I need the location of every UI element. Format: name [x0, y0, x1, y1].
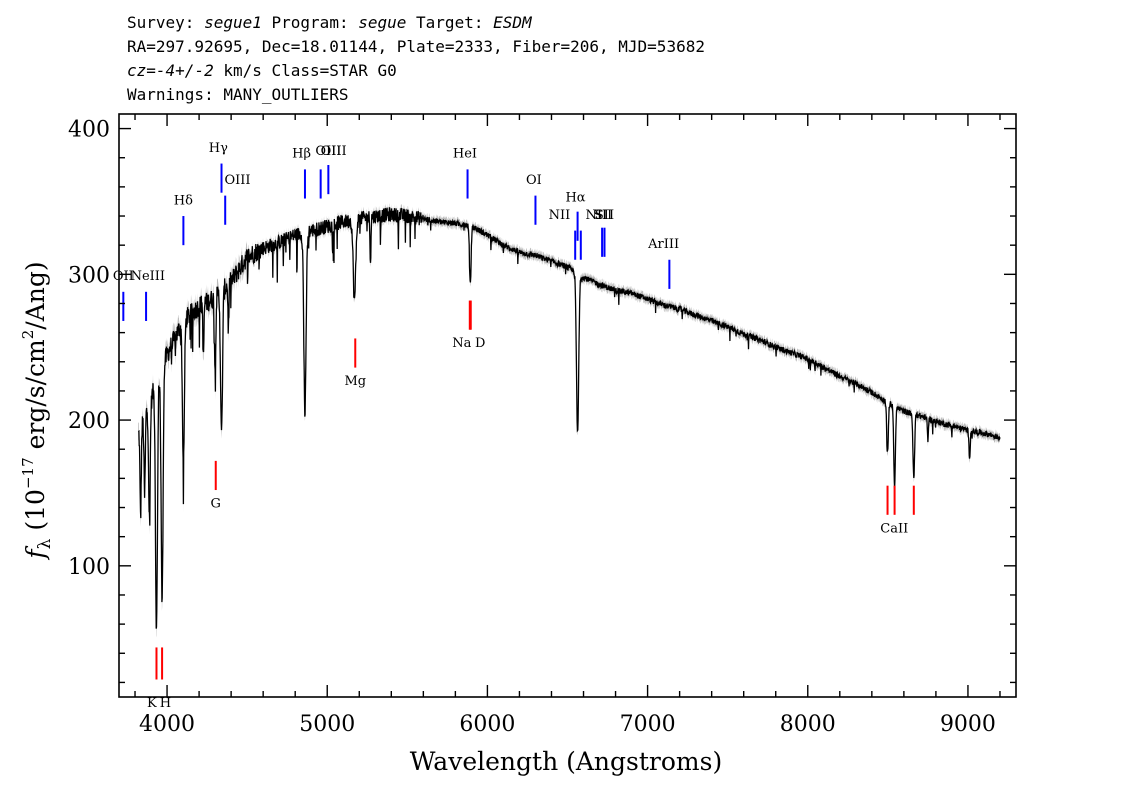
y-axis-title-exp1: −17 [19, 457, 37, 489]
absorption-line-label: H [160, 696, 171, 711]
absorption-line-label: CaII [880, 521, 908, 536]
y-axis-title-f: f [21, 546, 50, 561]
spectrum-line [137, 206, 1001, 629]
y-tick-label: 400 [68, 118, 110, 143]
absorption-line-label: Na [452, 336, 471, 351]
y-axis-title-close: /Ang) [21, 261, 50, 329]
header-line-coordinates: RA=297.92695, Dec=18.01144, Plate=2333, … [127, 37, 705, 56]
y-axis-title-exp2: 2 [19, 330, 37, 340]
emission-line-label: HeI [453, 147, 477, 162]
x-tick-label: 6000 [459, 712, 515, 737]
program-value: segue [358, 13, 407, 32]
y-axis-title-mid: erg/s/cm [21, 339, 50, 457]
target-value: ESDM [493, 13, 532, 32]
survey-value: segue1 [204, 13, 262, 32]
emission-line-label: SII [593, 208, 612, 223]
x-tick-label: 8000 [780, 712, 836, 737]
absorption-line-label: D [475, 336, 485, 351]
emission-line-label: Hα [565, 190, 585, 205]
y-axis-title-open: (10 [21, 489, 50, 539]
emission-line-label: ArIII [647, 237, 679, 252]
y-axis-title: fλ (10−17 erg/s/cm2/Ang) [19, 261, 55, 560]
cz-class: km/s Class=STAR G0 [213, 61, 397, 80]
absorption-line-label: G [211, 497, 221, 512]
emission-line-label: OIII [321, 144, 347, 159]
header-line-warnings: Warnings: MANY_OUTLIERS [127, 85, 349, 104]
emission-line-label: OII [113, 269, 134, 284]
emission-line-label: OI [526, 173, 542, 188]
spectrum-layer [137, 206, 1001, 629]
emission-line-label: Hγ [209, 141, 228, 156]
x-tick-label: 4000 [139, 712, 195, 737]
axes-layer: 4000 5000 6000 7000 8000 9000 100 200 300 400 [68, 113, 1017, 737]
survey-label: Survey: [127, 13, 195, 32]
emission-line-label: NII [586, 208, 608, 223]
target-label: Target: [416, 13, 484, 32]
header-line-redshift: cz=-4+/-2 km/s Class=STAR G0 [127, 62, 397, 80]
y-tick-label: 200 [68, 409, 110, 434]
emission-line-label: OIII [224, 173, 250, 188]
absorption-line-label: K [147, 696, 157, 711]
program-label: Program: [271, 13, 349, 32]
header-line-survey: Survey: segue1 Program: segue Target: ES… [127, 14, 532, 32]
x-tick-label: 9000 [940, 712, 996, 737]
error-band-layer [138, 203, 1000, 638]
emission-line-label: NeIII [131, 269, 165, 284]
emission-line-label: OIII [315, 144, 341, 159]
emission-line-label: NII [549, 208, 571, 223]
absorption-line-label: Mg [344, 374, 366, 389]
y-axis-title-sub: λ [35, 538, 55, 549]
cz-value: -4+/-2 [155, 61, 214, 80]
emission-line-label: SII [595, 208, 614, 223]
y-tick-label: 300 [68, 263, 110, 288]
emission-line-label: Hβ [292, 147, 311, 162]
x-tick-label: 5000 [299, 712, 355, 737]
error-band [138, 203, 1000, 638]
cz-prefix: cz= [127, 61, 156, 80]
y-tick-label: 100 [68, 555, 110, 580]
plot-frame [118, 113, 1017, 698]
x-tick-label: 7000 [620, 712, 676, 737]
emission-line-label: Hδ [174, 193, 193, 208]
x-axis-title: Wavelength (Angstroms) [410, 747, 722, 776]
